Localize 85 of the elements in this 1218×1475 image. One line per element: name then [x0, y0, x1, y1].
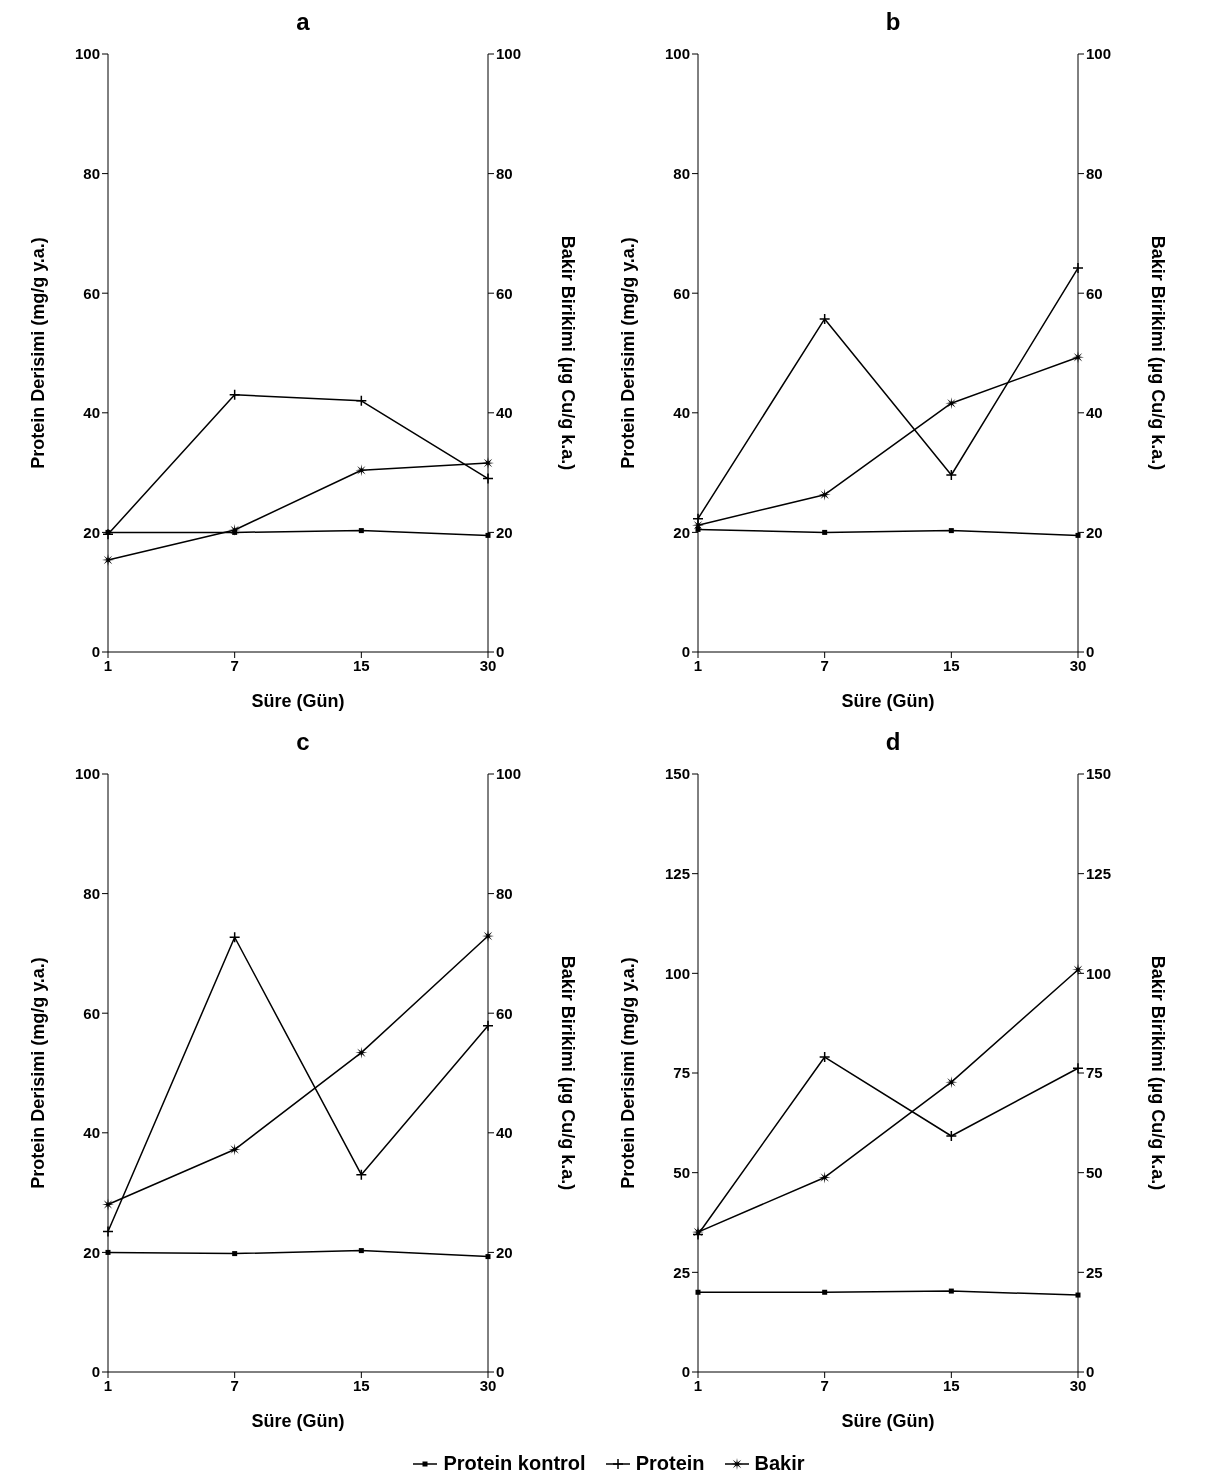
- x-tick-label: 7: [230, 656, 239, 674]
- y-axis-title: Protein Derisimi (mg/g y.a.): [618, 237, 639, 469]
- chart-title: b: [884, 8, 902, 37]
- y2-axis-title: Bakir Birikimi (µg Cu/g k.a.): [1147, 955, 1168, 1191]
- y2-tick-label: 0: [496, 1363, 505, 1381]
- y2-tick-label: 20: [496, 1243, 513, 1261]
- y-tick-label: 100: [74, 765, 100, 783]
- y2-tick-label: 80: [496, 164, 513, 182]
- x-axis-title: Süre (Gün): [251, 691, 345, 711]
- y2-tick-label: 80: [496, 884, 513, 902]
- chart-title: d: [884, 728, 902, 757]
- y2-tick-label: 20: [1086, 523, 1103, 541]
- y-tick-label: 60: [673, 284, 690, 302]
- y2-tick-label: 0: [1086, 1363, 1095, 1381]
- y2-tick-label: 100: [496, 765, 522, 783]
- y2-tick-label: 20: [496, 523, 513, 541]
- y-axis-title: Protein Derisimi (mg/g y.a.): [618, 957, 639, 1189]
- y2-tick-label: 60: [496, 284, 513, 302]
- x-tick-label: 1: [693, 1376, 703, 1394]
- x-tick-label: 30: [479, 1376, 497, 1394]
- y-tick-label: 0: [91, 1363, 100, 1381]
- x-tick-label: 15: [352, 656, 370, 674]
- y2-tick-label: 40: [496, 404, 513, 422]
- x-tick-label: 7: [230, 1376, 239, 1394]
- x-tick-label: 7: [820, 1376, 829, 1394]
- y-tick-label: 20: [83, 1243, 100, 1261]
- y-tick-label: 75: [673, 1064, 690, 1082]
- x-axis-title: Süre (Gün): [841, 691, 935, 711]
- y-tick-label: 40: [83, 404, 100, 422]
- y-tick-label: 0: [681, 1363, 690, 1381]
- x-tick-label: 15: [942, 1376, 960, 1394]
- y2-tick-label: 60: [1086, 284, 1103, 302]
- y2-tick-label: 0: [496, 643, 505, 661]
- y2-axis-title: Bakir Birikimi (µg Cu/g k.a.): [557, 955, 578, 1191]
- y2-tick-label: 0: [1086, 643, 1095, 661]
- y-tick-label: 60: [83, 1004, 100, 1022]
- y2-tick-label: 40: [496, 1124, 513, 1142]
- chart-title: c: [295, 728, 311, 757]
- y-tick-label: 80: [83, 164, 100, 182]
- y-axis-title: Protein Derisimi (mg/g y.a.): [28, 237, 49, 469]
- y-tick-label: 100: [74, 45, 100, 63]
- y-tick-label: 80: [673, 164, 690, 182]
- y-tick-label: 100: [664, 45, 690, 63]
- x-tick-label: 1: [693, 656, 703, 674]
- chart-title: a: [295, 8, 311, 37]
- x-axis-title: Süre (Gün): [251, 1411, 345, 1431]
- y2-tick-label: 125: [1086, 864, 1112, 882]
- legend-label: Protein: [635, 1452, 705, 1475]
- y-tick-label: 40: [673, 404, 690, 422]
- x-tick-label: 30: [1069, 656, 1087, 674]
- legend-label: Bakir: [754, 1452, 805, 1475]
- x-tick-label: 15: [352, 1376, 370, 1394]
- y2-axis-title: Bakir Birikimi (µg Cu/g k.a.): [557, 235, 578, 471]
- y2-axis-title: Bakir Birikimi (µg Cu/g k.a.): [1147, 235, 1168, 471]
- y2-tick-label: 100: [496, 45, 522, 63]
- y-tick-label: 20: [673, 523, 690, 541]
- y2-tick-label: 50: [1086, 1163, 1103, 1181]
- y-tick-label: 25: [673, 1263, 690, 1281]
- y2-tick-label: 150: [1086, 765, 1112, 783]
- x-tick-label: 7: [820, 656, 829, 674]
- x-tick-label: 15: [942, 656, 960, 674]
- x-axis-title: Süre (Gün): [841, 1411, 935, 1431]
- x-tick-label: 30: [1069, 1376, 1087, 1394]
- x-tick-label: 1: [103, 656, 113, 674]
- y-tick-label: 0: [91, 643, 100, 661]
- y2-tick-label: 100: [1086, 45, 1112, 63]
- y-tick-label: 125: [664, 864, 690, 882]
- y2-tick-label: 80: [1086, 164, 1103, 182]
- x-tick-label: 1: [103, 1376, 113, 1394]
- y2-tick-label: 60: [496, 1004, 513, 1022]
- y-tick-label: 150: [664, 765, 690, 783]
- y-tick-label: 80: [83, 884, 100, 902]
- y-axis-title: Protein Derisimi (mg/g y.a.): [28, 957, 49, 1189]
- x-tick-label: 30: [479, 656, 497, 674]
- y-tick-label: 50: [673, 1163, 690, 1181]
- legend-label: Protein kontrol: [443, 1452, 586, 1475]
- y-tick-label: 60: [83, 284, 100, 302]
- y2-tick-label: 75: [1086, 1064, 1103, 1082]
- y2-tick-label: 40: [1086, 404, 1103, 422]
- y-tick-label: 40: [83, 1124, 100, 1142]
- y2-tick-label: 25: [1086, 1263, 1103, 1281]
- y2-tick-label: 100: [1086, 964, 1112, 982]
- y-tick-label: 100: [664, 964, 690, 982]
- y-tick-label: 20: [83, 523, 100, 541]
- y-tick-label: 0: [681, 643, 690, 661]
